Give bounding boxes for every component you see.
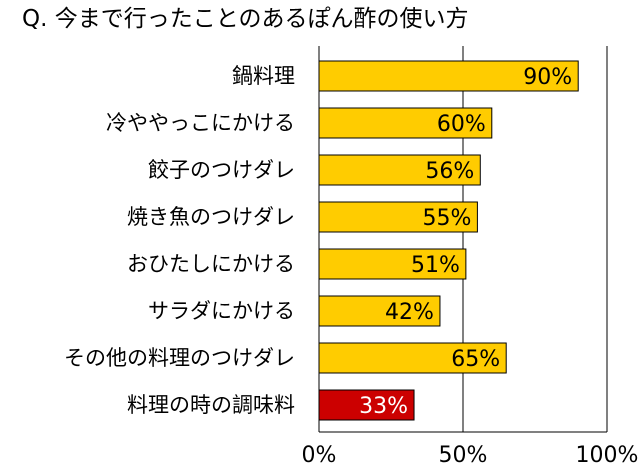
value-label-4: 51% (411, 253, 460, 278)
category-label-0: 鍋料理 (232, 64, 295, 88)
x-tick-label-0: 0% (302, 443, 337, 468)
value-label-1: 60% (437, 112, 486, 137)
x-tick-label-1: 50% (439, 443, 488, 468)
value-label-7: 33% (359, 394, 408, 419)
bar-3 (318, 201, 478, 233)
value-label-5: 42% (385, 300, 434, 325)
x-tick-label-2: 100% (576, 443, 639, 468)
category-label-3: 焼き魚のつけダレ (127, 205, 295, 229)
value-label-0: 90% (523, 65, 572, 90)
category-label-5: サラダにかける (148, 299, 295, 323)
bar-2 (318, 154, 481, 186)
chart-title: Q. 今まで行ったことのあるぽん酢の使い方 (22, 6, 469, 32)
category-label-4: おひたしにかける (127, 252, 295, 276)
value-label-3: 55% (422, 206, 471, 231)
category-label-6: その他の料理のつけダレ (64, 346, 295, 370)
category-label-2: 餃子のつけダレ (148, 158, 295, 182)
value-label-6: 65% (451, 347, 500, 372)
bar-5 (318, 295, 441, 327)
bar-1 (318, 107, 493, 139)
bar-0 (318, 60, 579, 92)
bar-7 (318, 389, 415, 421)
bar-4 (318, 248, 467, 280)
category-label-7: 料理の時の調味料 (127, 393, 295, 417)
bar-6 (318, 342, 507, 374)
category-label-1: 冷ややっこにかける (106, 111, 295, 135)
value-label-2: 56% (425, 159, 474, 184)
